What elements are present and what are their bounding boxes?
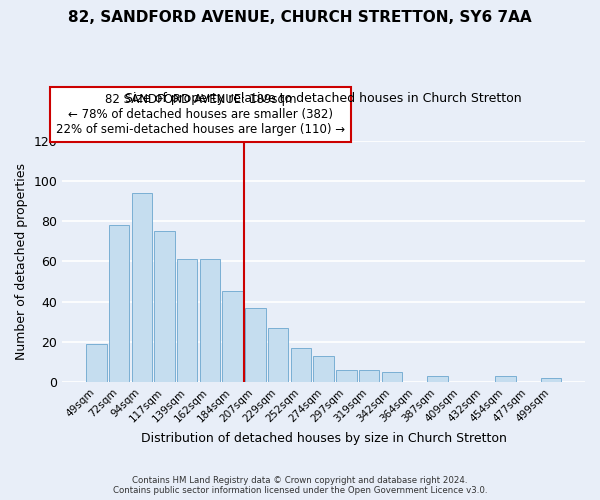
Bar [427, 376, 448, 382]
Text: 82 SANDFORD AVENUE: 189sqm
← 78% of detached houses are smaller (382)
22% of sem: 82 SANDFORD AVENUE: 189sqm ← 78% of deta… [56, 93, 346, 136]
Bar [154, 231, 175, 382]
Bar [496, 376, 516, 382]
Bar [177, 260, 197, 382]
Y-axis label: Number of detached properties: Number of detached properties [15, 163, 28, 360]
Bar [290, 348, 311, 382]
Text: 82, SANDFORD AVENUE, CHURCH STRETTON, SY6 7AA: 82, SANDFORD AVENUE, CHURCH STRETTON, SY… [68, 10, 532, 25]
Bar [268, 328, 289, 382]
Bar [336, 370, 356, 382]
Text: Contains HM Land Registry data © Crown copyright and database right 2024.
Contai: Contains HM Land Registry data © Crown c… [113, 476, 487, 495]
Bar [200, 260, 220, 382]
Bar [541, 378, 561, 382]
Bar [382, 372, 402, 382]
Bar [109, 225, 129, 382]
Bar [359, 370, 379, 382]
Bar [245, 308, 266, 382]
X-axis label: Distribution of detached houses by size in Church Stretton: Distribution of detached houses by size … [141, 432, 506, 445]
Title: Size of property relative to detached houses in Church Stretton: Size of property relative to detached ho… [125, 92, 522, 105]
Bar [223, 292, 243, 382]
Bar [131, 193, 152, 382]
Bar [86, 344, 107, 382]
Bar [313, 356, 334, 382]
